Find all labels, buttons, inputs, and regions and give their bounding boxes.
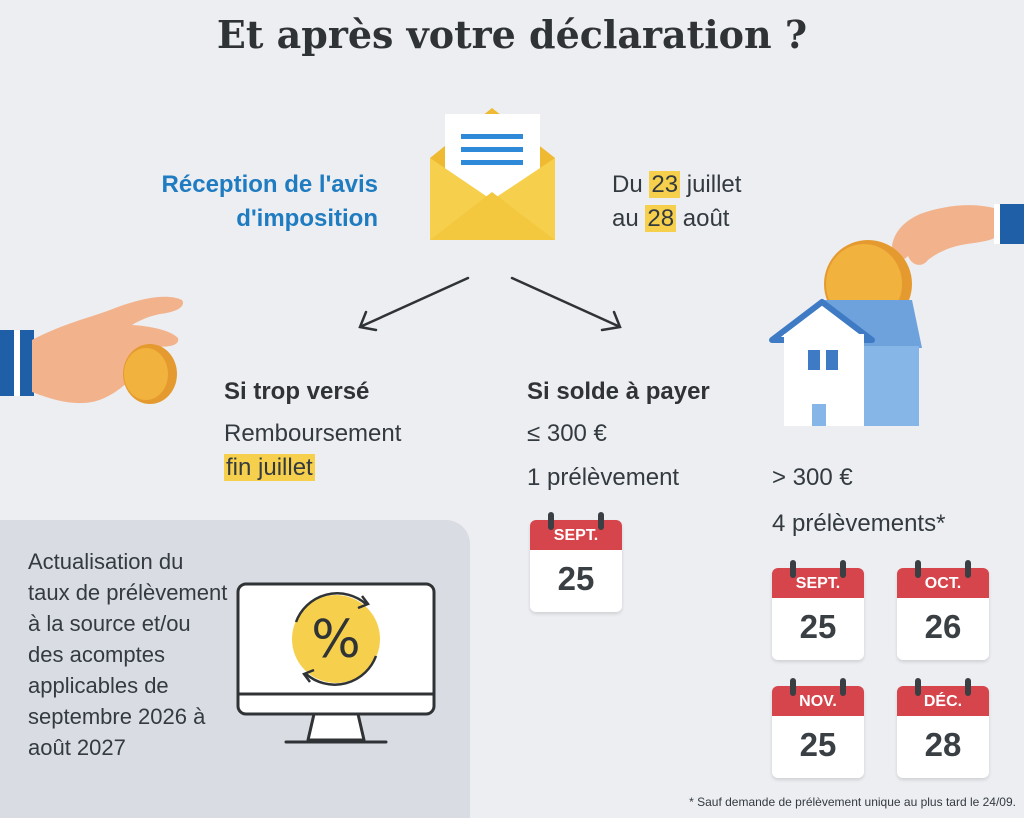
calendar-ring xyxy=(840,560,846,578)
calendar-ring xyxy=(915,678,921,696)
page-title: Et après votre déclaration ? xyxy=(216,12,808,57)
branch-arrows xyxy=(358,276,622,332)
calendar-day: 25 xyxy=(799,726,837,763)
date-suffix: juillet xyxy=(680,171,742,198)
hand-coin-left-icon xyxy=(0,296,184,404)
svg-text:%: % xyxy=(311,610,360,670)
envelope-icon xyxy=(430,108,555,240)
date-prefix: Du xyxy=(612,171,650,198)
reception-label: Réception de l'avis d'imposition xyxy=(100,168,378,236)
date-prefix: au xyxy=(612,205,646,232)
balance-large-count: 4 prélèvements* xyxy=(772,510,946,537)
calendar-day: 25 xyxy=(557,560,595,597)
date-day-highlight: 23 xyxy=(649,171,681,198)
calendar-sept: SEPT. 25 xyxy=(772,560,864,660)
calendar-day: 28 xyxy=(924,726,962,763)
calendar-month: SEPT. xyxy=(530,520,622,550)
date-suffix: août xyxy=(676,205,730,232)
calendar-single: SEPT. 25 xyxy=(530,512,622,612)
calendar-month: OCT. xyxy=(897,568,989,598)
monitor-percent-icon: % xyxy=(236,582,436,744)
reception-date-start: Du 23 juillet xyxy=(612,168,741,202)
overpaid-date: fin juillet xyxy=(224,454,315,482)
house-coin-icon xyxy=(769,204,1024,426)
reception-label-line2: d'imposition xyxy=(236,205,378,232)
calendar-oct: OCT. 26 xyxy=(897,560,989,660)
calendar-ring xyxy=(790,678,796,696)
calendar-ring xyxy=(790,560,796,578)
reception-date-end: au 28 août xyxy=(612,202,741,236)
rate-update-text: Actualisation du taux de prélèvement à l… xyxy=(28,549,228,760)
calendar-day: 26 xyxy=(924,608,962,645)
balance-heading: Si solde à payer xyxy=(527,378,710,405)
calendar-nov: NOV. 25 xyxy=(772,678,864,778)
calendar-ring xyxy=(915,560,921,578)
overpaid-refund: Remboursement xyxy=(224,420,402,447)
overpaid-heading: Si trop versé xyxy=(224,378,370,405)
calendar-ring xyxy=(598,512,604,530)
reception-dates: Du 23 juillet au 28 août xyxy=(612,168,741,236)
balance-small-count: 1 prélèvement xyxy=(527,464,680,491)
calendar-ring xyxy=(965,560,971,578)
balance-small-amount: ≤ 300 € xyxy=(527,420,607,447)
calendar-day: 25 xyxy=(799,608,837,645)
calendar-month: NOV. xyxy=(772,686,864,716)
footnote: * Sauf demande de prélèvement unique au … xyxy=(689,795,1016,809)
calendar-month: SEPT. xyxy=(772,568,864,598)
reception-label-line1: Réception de l'avis xyxy=(161,171,378,198)
calendar-ring xyxy=(548,512,554,530)
calendar-dec: DÉC. 28 xyxy=(897,678,989,778)
balance-large-amount: > 300 € xyxy=(772,464,853,491)
calendar-month: DÉC. xyxy=(897,686,989,716)
calendar-ring xyxy=(840,678,846,696)
overpaid-date-highlight: fin juillet xyxy=(224,454,315,481)
date-day-highlight: 28 xyxy=(645,205,677,232)
calendar-ring xyxy=(965,678,971,696)
